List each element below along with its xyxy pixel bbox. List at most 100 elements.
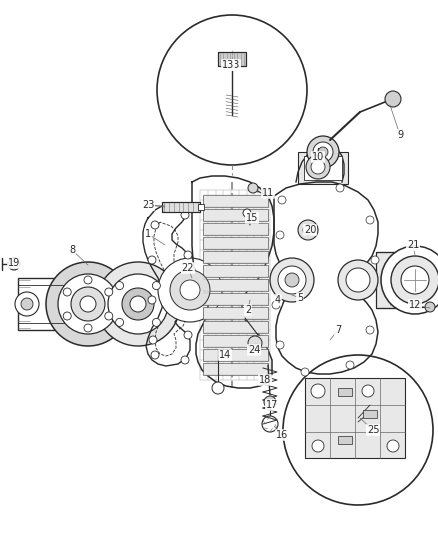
Text: 9: 9 (397, 130, 403, 140)
Circle shape (264, 396, 276, 408)
Circle shape (248, 183, 258, 193)
Text: 7: 7 (335, 325, 341, 335)
Circle shape (105, 288, 113, 296)
Text: 4: 4 (275, 295, 281, 305)
Circle shape (157, 15, 307, 165)
Bar (203, 265, 268, 277)
Bar (18, 278, 76, 330)
Bar (203, 279, 268, 291)
Circle shape (105, 312, 113, 320)
Bar (203, 307, 268, 319)
Bar (203, 335, 268, 347)
Bar (203, 209, 268, 221)
Circle shape (298, 220, 318, 240)
Circle shape (184, 331, 192, 339)
Circle shape (311, 384, 325, 398)
Circle shape (184, 251, 192, 259)
Bar (162, 202, 200, 212)
Bar (338, 388, 352, 396)
Text: 19: 19 (8, 258, 20, 268)
Circle shape (152, 318, 160, 326)
Circle shape (366, 216, 374, 224)
Circle shape (80, 296, 96, 312)
Text: 5: 5 (297, 293, 303, 303)
Circle shape (122, 288, 154, 320)
Circle shape (151, 221, 159, 229)
Circle shape (270, 258, 314, 302)
Bar (338, 436, 352, 444)
Circle shape (148, 256, 156, 264)
Bar (218, 52, 246, 66)
Circle shape (248, 336, 262, 350)
Circle shape (301, 368, 309, 376)
Text: 16: 16 (276, 430, 288, 440)
Bar (203, 363, 268, 375)
Circle shape (152, 281, 160, 289)
Bar (203, 237, 268, 249)
Bar (304, 156, 342, 180)
Bar (203, 321, 268, 333)
Circle shape (381, 246, 438, 314)
Circle shape (21, 298, 33, 310)
Text: 18: 18 (259, 375, 271, 385)
Text: 8: 8 (69, 245, 75, 255)
Text: 17: 17 (266, 400, 278, 410)
Text: 24: 24 (248, 345, 260, 355)
Circle shape (336, 184, 344, 192)
Circle shape (180, 280, 200, 300)
Text: 12: 12 (409, 300, 421, 310)
Circle shape (306, 155, 330, 179)
Circle shape (148, 296, 156, 304)
Circle shape (130, 296, 146, 312)
Circle shape (312, 440, 324, 452)
Bar (162, 202, 200, 212)
Circle shape (108, 274, 168, 334)
Text: 11: 11 (262, 188, 274, 198)
Circle shape (170, 270, 210, 310)
Circle shape (371, 256, 379, 264)
Circle shape (346, 268, 370, 292)
Circle shape (425, 302, 435, 312)
Circle shape (385, 91, 401, 107)
Text: 1: 1 (145, 229, 151, 239)
Circle shape (272, 301, 280, 309)
Circle shape (285, 273, 299, 287)
Circle shape (391, 256, 438, 304)
Circle shape (262, 416, 278, 432)
Circle shape (346, 361, 354, 369)
Text: 23: 23 (142, 200, 154, 210)
Text: 21: 21 (407, 240, 419, 250)
Circle shape (84, 276, 92, 284)
Circle shape (387, 440, 399, 452)
Circle shape (307, 136, 339, 168)
Circle shape (243, 209, 251, 217)
Circle shape (276, 231, 284, 239)
Circle shape (15, 292, 39, 316)
Bar (203, 195, 268, 207)
Circle shape (303, 225, 313, 235)
Circle shape (151, 351, 159, 359)
Bar (376, 252, 408, 308)
Circle shape (8, 258, 20, 270)
Bar (203, 293, 268, 305)
Bar (305, 378, 405, 458)
Circle shape (212, 382, 224, 394)
Circle shape (63, 288, 71, 296)
Circle shape (58, 274, 118, 334)
Circle shape (366, 326, 374, 334)
Bar (203, 223, 268, 235)
Circle shape (338, 260, 378, 300)
Text: 10: 10 (312, 152, 324, 162)
Circle shape (71, 287, 105, 321)
Circle shape (283, 355, 433, 505)
Text: 15: 15 (246, 213, 258, 223)
Text: 2: 2 (245, 305, 251, 315)
Circle shape (96, 262, 180, 346)
Circle shape (313, 142, 333, 162)
Text: 14: 14 (219, 350, 231, 360)
Circle shape (278, 196, 286, 204)
Circle shape (278, 266, 306, 294)
Text: 25: 25 (367, 425, 379, 435)
Text: 13: 13 (222, 60, 234, 70)
Circle shape (158, 258, 222, 322)
